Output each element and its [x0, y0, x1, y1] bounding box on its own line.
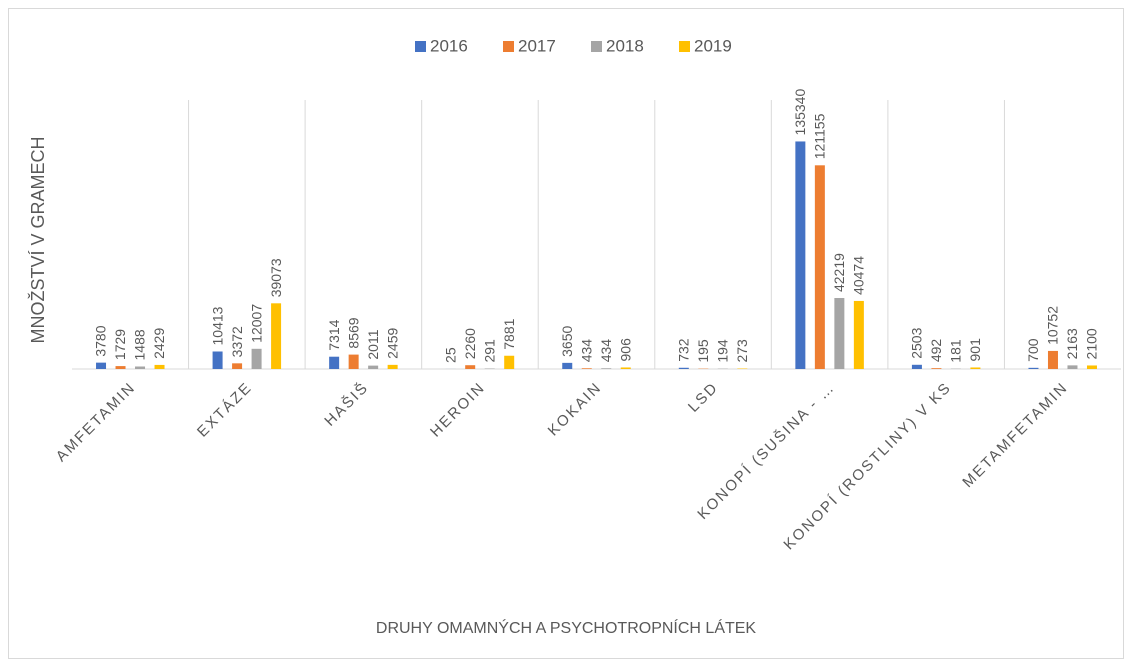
data-label: 25: [442, 347, 458, 363]
data-label: 906: [617, 338, 633, 362]
bar: [970, 367, 980, 369]
data-label: 434: [598, 339, 614, 363]
bar: [349, 355, 359, 369]
legend-swatch: [503, 41, 514, 52]
data-label: 291: [481, 339, 497, 363]
bar: [96, 363, 106, 369]
legend-label: 2018: [606, 36, 644, 55]
bar: [815, 165, 825, 369]
bar: [252, 349, 262, 369]
bar: [582, 368, 592, 369]
data-label: 3372: [229, 326, 245, 357]
bar: [601, 368, 611, 369]
bar: [232, 363, 242, 369]
data-label: 42219: [831, 253, 847, 292]
bar: [213, 351, 223, 369]
data-label: 2100: [1084, 328, 1100, 359]
data-label: 3780: [93, 325, 109, 356]
legend-swatch: [415, 41, 426, 52]
bar: [368, 366, 378, 369]
bar: [679, 368, 689, 369]
x-axis-title: DRUHY OMAMNÝCH A PSYCHOTROPNÍCH LÁTEK: [376, 618, 757, 637]
bar: [795, 141, 805, 369]
data-label: 135340: [792, 89, 808, 136]
bar: [135, 366, 145, 369]
data-label: 12007: [248, 304, 264, 343]
bar: [1087, 365, 1097, 369]
bar: [465, 365, 475, 369]
data-label: 700: [1025, 338, 1041, 362]
data-label: 7881: [501, 318, 517, 349]
data-label: 2011: [365, 329, 381, 359]
data-label: 732: [676, 338, 692, 362]
data-label: 7314: [326, 319, 342, 350]
bar: [1067, 365, 1077, 369]
data-label: 2503: [909, 327, 925, 358]
bar: [116, 366, 126, 369]
data-label: 181: [948, 339, 964, 363]
data-label: 273: [734, 339, 750, 363]
legend-label: 2016: [430, 36, 468, 55]
legend-swatch: [591, 41, 602, 52]
data-label: 194: [715, 339, 731, 363]
bar: [388, 365, 398, 369]
legend-label: 2017: [518, 36, 556, 55]
data-label: 434: [578, 339, 594, 363]
bar: [621, 367, 631, 369]
bar: [1048, 351, 1058, 369]
data-label: 121155: [812, 113, 828, 159]
legend-swatch: [679, 41, 690, 52]
data-label: 1729: [112, 329, 128, 360]
bar: [1028, 368, 1038, 369]
bar: [931, 368, 941, 369]
bar: [854, 301, 864, 369]
data-label: 195: [695, 339, 711, 363]
bar: [912, 365, 922, 369]
data-label: 2459: [384, 328, 400, 359]
bar: [504, 356, 514, 369]
bar: [271, 303, 281, 369]
legend-label: 2019: [694, 36, 732, 55]
data-label: 901: [967, 338, 983, 362]
data-label: 492: [928, 339, 944, 363]
data-label: 10413: [209, 306, 225, 345]
bar: [329, 357, 339, 369]
bar: [834, 298, 844, 369]
data-label: 39073: [268, 258, 284, 297]
data-label: 2429: [151, 328, 167, 359]
data-label: 2163: [1064, 328, 1080, 359]
data-label: 2260: [462, 328, 478, 359]
data-label: 1488: [132, 329, 148, 360]
data-label: 3650: [559, 326, 575, 357]
data-label: 8569: [345, 317, 361, 348]
bar: [155, 365, 165, 369]
y-axis-title: MNOŽSTVÍ V GRAMECH: [28, 136, 48, 343]
bar: [562, 363, 572, 369]
data-label: 10752: [1045, 306, 1061, 345]
data-label: 40474: [851, 256, 867, 295]
